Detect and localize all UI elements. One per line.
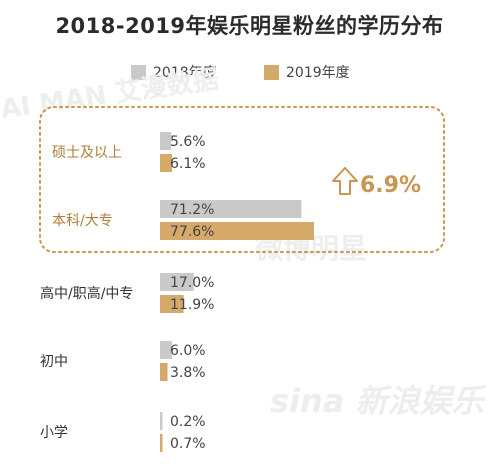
data-label-2018: 5.6% xyxy=(170,134,206,150)
category-label: 硕士及以上 xyxy=(52,145,122,161)
data-label-2018: 0.2% xyxy=(170,414,206,430)
data-label-2019: 3.8% xyxy=(170,365,206,381)
legend-label-2018: 2018年度 xyxy=(153,65,217,81)
legend-item-2019: 2019年度 xyxy=(264,62,350,82)
bar-2018 xyxy=(160,200,302,218)
bar-2019 xyxy=(160,154,173,172)
category-label: 初中 xyxy=(40,353,68,370)
highlight-value: 6.9% xyxy=(360,173,421,198)
data-label-2018: 71.2% xyxy=(170,202,214,218)
bar-2018 xyxy=(160,132,172,150)
category-label: 小学 xyxy=(40,425,68,441)
data-label-2019: 11.9% xyxy=(170,297,214,313)
watermark-aiman: AI MAN 艾漫数据 xyxy=(0,65,220,125)
bar-2019 xyxy=(160,434,163,452)
data-label-2019: 6.1% xyxy=(170,156,206,172)
legend-swatch-2018 xyxy=(131,64,146,80)
watermark-sina: sina 新浪娱乐 xyxy=(270,382,487,420)
category-label: 高中/职高/中专 xyxy=(40,285,133,302)
category-label: 本科/大专 xyxy=(52,213,113,229)
legend: 2018年度 2019年度 xyxy=(0,62,499,82)
data-label-2019: 77.6% xyxy=(170,224,214,240)
legend-label-2019: 2019年度 xyxy=(286,65,350,81)
bar-2018 xyxy=(160,341,172,359)
up-arrow-icon xyxy=(332,167,358,195)
data-label-2019: 0.7% xyxy=(170,436,206,452)
highlight-box xyxy=(39,106,445,253)
chart-title: 2018-2019年娱乐明星粉丝的学历分布 xyxy=(55,14,444,38)
legend-swatch-2019 xyxy=(264,64,279,80)
legend-item-2018: 2018年度 xyxy=(131,62,217,82)
data-label-2018: 6.0% xyxy=(170,343,206,359)
data-label-2018: 17.0% xyxy=(170,275,214,291)
bar-2019 xyxy=(160,363,168,381)
bar-2019 xyxy=(160,295,184,313)
bar-2018 xyxy=(160,412,163,430)
bar-2019 xyxy=(160,222,314,240)
bar-2018 xyxy=(160,273,194,291)
